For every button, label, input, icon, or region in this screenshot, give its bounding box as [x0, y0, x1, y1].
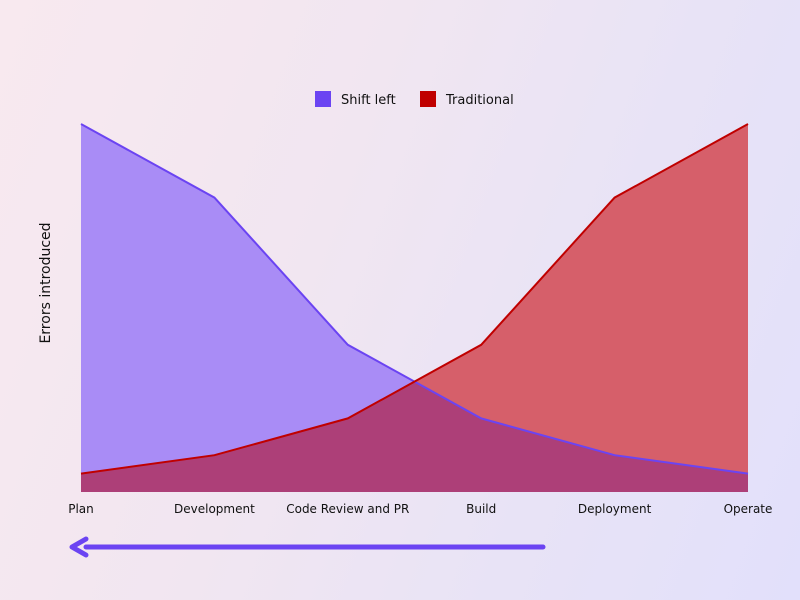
legend: Shift left Traditional	[315, 91, 514, 108]
x-tick-labels: Plan Development Code Review and PR Build De…	[68, 502, 772, 516]
arrow-head	[69, 536, 89, 558]
series-area-traditional	[81, 124, 748, 492]
legend-swatch-shift-left	[315, 91, 331, 107]
legend-label-shift-left: Shift left	[341, 93, 396, 108]
x-tick-label: Code Review and PR	[286, 502, 409, 516]
x-tick-label: Development	[174, 502, 255, 516]
x-tick-label: Plan	[68, 502, 94, 516]
series-line-traditional	[80, 123, 749, 475]
series-areas	[81, 124, 748, 492]
legend-label-traditional: Traditional	[445, 93, 514, 108]
shift-left-arrow	[69, 536, 546, 558]
series-lines	[80, 123, 749, 475]
x-tick-label: Build	[466, 502, 496, 516]
legend-swatch-traditional	[420, 91, 436, 107]
x-tick-label: Operate	[724, 502, 773, 516]
y-axis-title: Errors introduced	[38, 222, 54, 343]
series-area-shift-left	[81, 124, 748, 492]
x-tick-label: Deployment	[578, 502, 652, 516]
